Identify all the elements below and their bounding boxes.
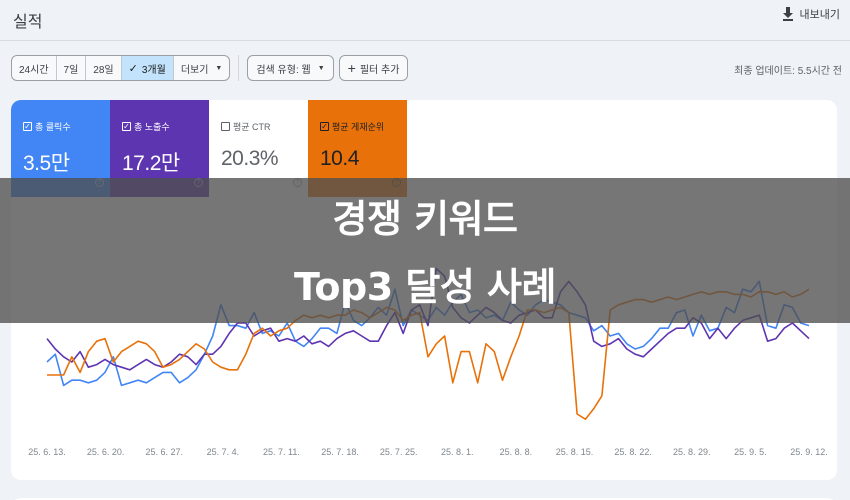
download-icon <box>782 7 793 21</box>
overlay-title-line2: Top3 달성 사례 <box>294 264 556 309</box>
export-label: 내보내기 <box>799 9 840 21</box>
series-line <box>46 267 810 371</box>
page-title: 실적 <box>13 14 43 31</box>
overlay-title-line1: 경쟁 키워드 <box>332 196 518 241</box>
range-24h[interactable]: 24시간 <box>12 56 57 80</box>
checkbox-checked-icon[interactable]: ✓ <box>122 121 131 131</box>
x-tick-label: 25. 8. 29. <box>673 447 711 457</box>
x-tick-label: 25. 7. 18. <box>321 447 359 457</box>
page-header: 실적 내보내기 <box>0 0 850 41</box>
metric-value: 3.5만 <box>23 152 70 175</box>
x-tick-label: 25. 7. 25. <box>379 447 418 457</box>
x-tick-label: 25. 8. 15. <box>555 447 594 457</box>
x-tick-label: 25. 7. 4. <box>206 447 240 457</box>
metric-value: 17.2만 <box>122 152 180 175</box>
search-type-dropdown[interactable]: 검색 유형: 웹 ▼ <box>247 55 334 81</box>
x-tick-label: 25. 8. 1. <box>441 447 474 457</box>
last-updated-text: 최종 업데이트: 5.5시간 전 <box>734 66 842 77</box>
checkbox-unchecked-icon[interactable] <box>221 122 230 131</box>
range-7d[interactable]: 7일 <box>57 56 87 80</box>
checkbox-checked-icon[interactable]: ✓ <box>320 121 329 131</box>
checkbox-checked-icon[interactable]: ✓ <box>23 121 32 131</box>
secondary-card <box>11 498 837 500</box>
x-tick-label: 25. 6. 27. <box>145 447 183 457</box>
check-icon: ✓ <box>128 62 138 75</box>
x-tick-label: 25. 8. 22. <box>614 447 652 457</box>
plus-icon: + <box>347 60 356 76</box>
filter-toolbar: 24시간 7일 28일 ✓ 3개월 더보기 ▼ 검색 유형: 웹 ▼ + 필터 추가 <box>11 55 413 81</box>
range-more-dropdown[interactable]: 더보기 ▼ <box>180 64 223 76</box>
x-axis-labels: 25. 6. 13. 25. 6. 20. 25. 6. 27. 25. 7. 4. 2… <box>11 447 837 461</box>
x-tick-label: 25. 9. 12. <box>790 447 828 457</box>
x-tick-label: 25. 7. 11. <box>263 447 300 457</box>
toolbar-divider <box>238 55 240 81</box>
title-overlay-banner: 경쟁 키워드 Top3 달성 사례 <box>0 178 850 323</box>
metric-value: 10.4 <box>320 147 359 170</box>
caret-down-icon: ▼ <box>215 64 223 72</box>
range-3m[interactable]: ✓ 3개월 <box>121 56 174 80</box>
export-button[interactable]: 내보내기 <box>782 6 840 22</box>
range-28d[interactable]: 28일 <box>86 56 122 80</box>
x-tick-label: 25. 8. 8. <box>499 447 533 457</box>
x-tick-label: 25. 9. 5. <box>734 447 767 457</box>
date-range-selector: 24시간 7일 28일 ✓ 3개월 더보기 ▼ <box>11 55 231 81</box>
x-tick-label: 25. 6. 20. <box>86 447 125 457</box>
metric-value: 20.3% <box>221 147 279 170</box>
caret-down-icon: ▼ <box>317 64 325 72</box>
x-tick-label: 25. 6. 13. <box>28 447 66 457</box>
add-filter-button[interactable]: + 필터 추가 <box>338 55 409 81</box>
